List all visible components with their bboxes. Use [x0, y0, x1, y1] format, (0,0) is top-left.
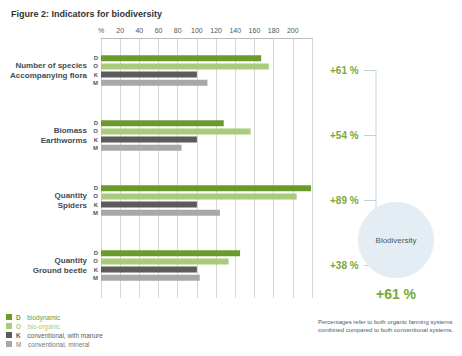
svg-text:+54 %: +54 %	[330, 130, 359, 141]
svg-text:Ground beetle: Ground beetle	[33, 266, 88, 275]
svg-text:40: 40	[135, 27, 143, 34]
svg-text:conventional, with manure: conventional, with manure	[27, 332, 103, 339]
svg-text:K: K	[94, 137, 99, 143]
svg-text:+89 %: +89 %	[330, 195, 359, 206]
svg-text:biodynamic: biodynamic	[27, 314, 61, 322]
svg-text:M: M	[93, 145, 98, 151]
svg-text:Biomass: Biomass	[54, 126, 88, 135]
svg-text:Percentages refer to both orga: Percentages refer to both organic farmin…	[318, 319, 454, 325]
svg-text:Figure 2: Indicators for biodi: Figure 2: Indicators for biodiversity	[11, 9, 162, 19]
svg-text:80: 80	[174, 27, 182, 34]
svg-text:D: D	[16, 313, 21, 321]
svg-text:Earthworms: Earthworms	[41, 136, 88, 145]
svg-text:M: M	[93, 210, 98, 216]
svg-text:O: O	[16, 322, 22, 330]
svg-text:bio-organic: bio-organic	[28, 323, 61, 331]
svg-text:O: O	[93, 193, 98, 199]
svg-text:60: 60	[155, 27, 163, 34]
svg-text:O: O	[93, 128, 98, 134]
svg-text:120: 120	[210, 27, 222, 34]
svg-text:K: K	[94, 72, 99, 78]
svg-text:+38 %: +38 %	[330, 260, 359, 271]
svg-text:M: M	[93, 80, 98, 86]
svg-text:180: 180	[268, 27, 280, 34]
svg-text:M: M	[93, 275, 98, 281]
svg-text:200: 200	[287, 27, 299, 34]
svg-text:Quantity: Quantity	[55, 191, 88, 200]
svg-text:140: 140	[229, 27, 241, 34]
svg-text:Spiders: Spiders	[58, 201, 88, 210]
svg-text:O: O	[93, 258, 98, 264]
svg-text:%: %	[98, 27, 104, 34]
svg-text:160: 160	[249, 27, 261, 34]
svg-text:conventional, mineral: conventional, mineral	[28, 341, 90, 348]
svg-text:+61 %: +61 %	[376, 286, 417, 302]
svg-text:K: K	[94, 202, 99, 208]
svg-text:D: D	[94, 120, 99, 126]
svg-text:Number of species: Number of species	[15, 61, 87, 70]
svg-text:Quantity: Quantity	[55, 256, 88, 265]
svg-text:O: O	[93, 63, 98, 69]
svg-text:+61 %: +61 %	[330, 65, 359, 76]
svg-text:20: 20	[116, 27, 124, 34]
svg-text:D: D	[94, 250, 99, 256]
svg-text:Biodiversity: Biodiversity	[376, 236, 417, 245]
svg-text:K: K	[94, 267, 99, 273]
svg-text:M: M	[16, 340, 22, 348]
svg-text:Accompanying flora: Accompanying flora	[10, 71, 87, 80]
svg-text:100: 100	[191, 27, 203, 34]
svg-text:D: D	[94, 185, 99, 191]
svg-text:D: D	[94, 55, 99, 61]
svg-text:combined compared to both conv: combined compared to both conventional s…	[318, 327, 453, 333]
svg-text:K: K	[16, 331, 21, 339]
